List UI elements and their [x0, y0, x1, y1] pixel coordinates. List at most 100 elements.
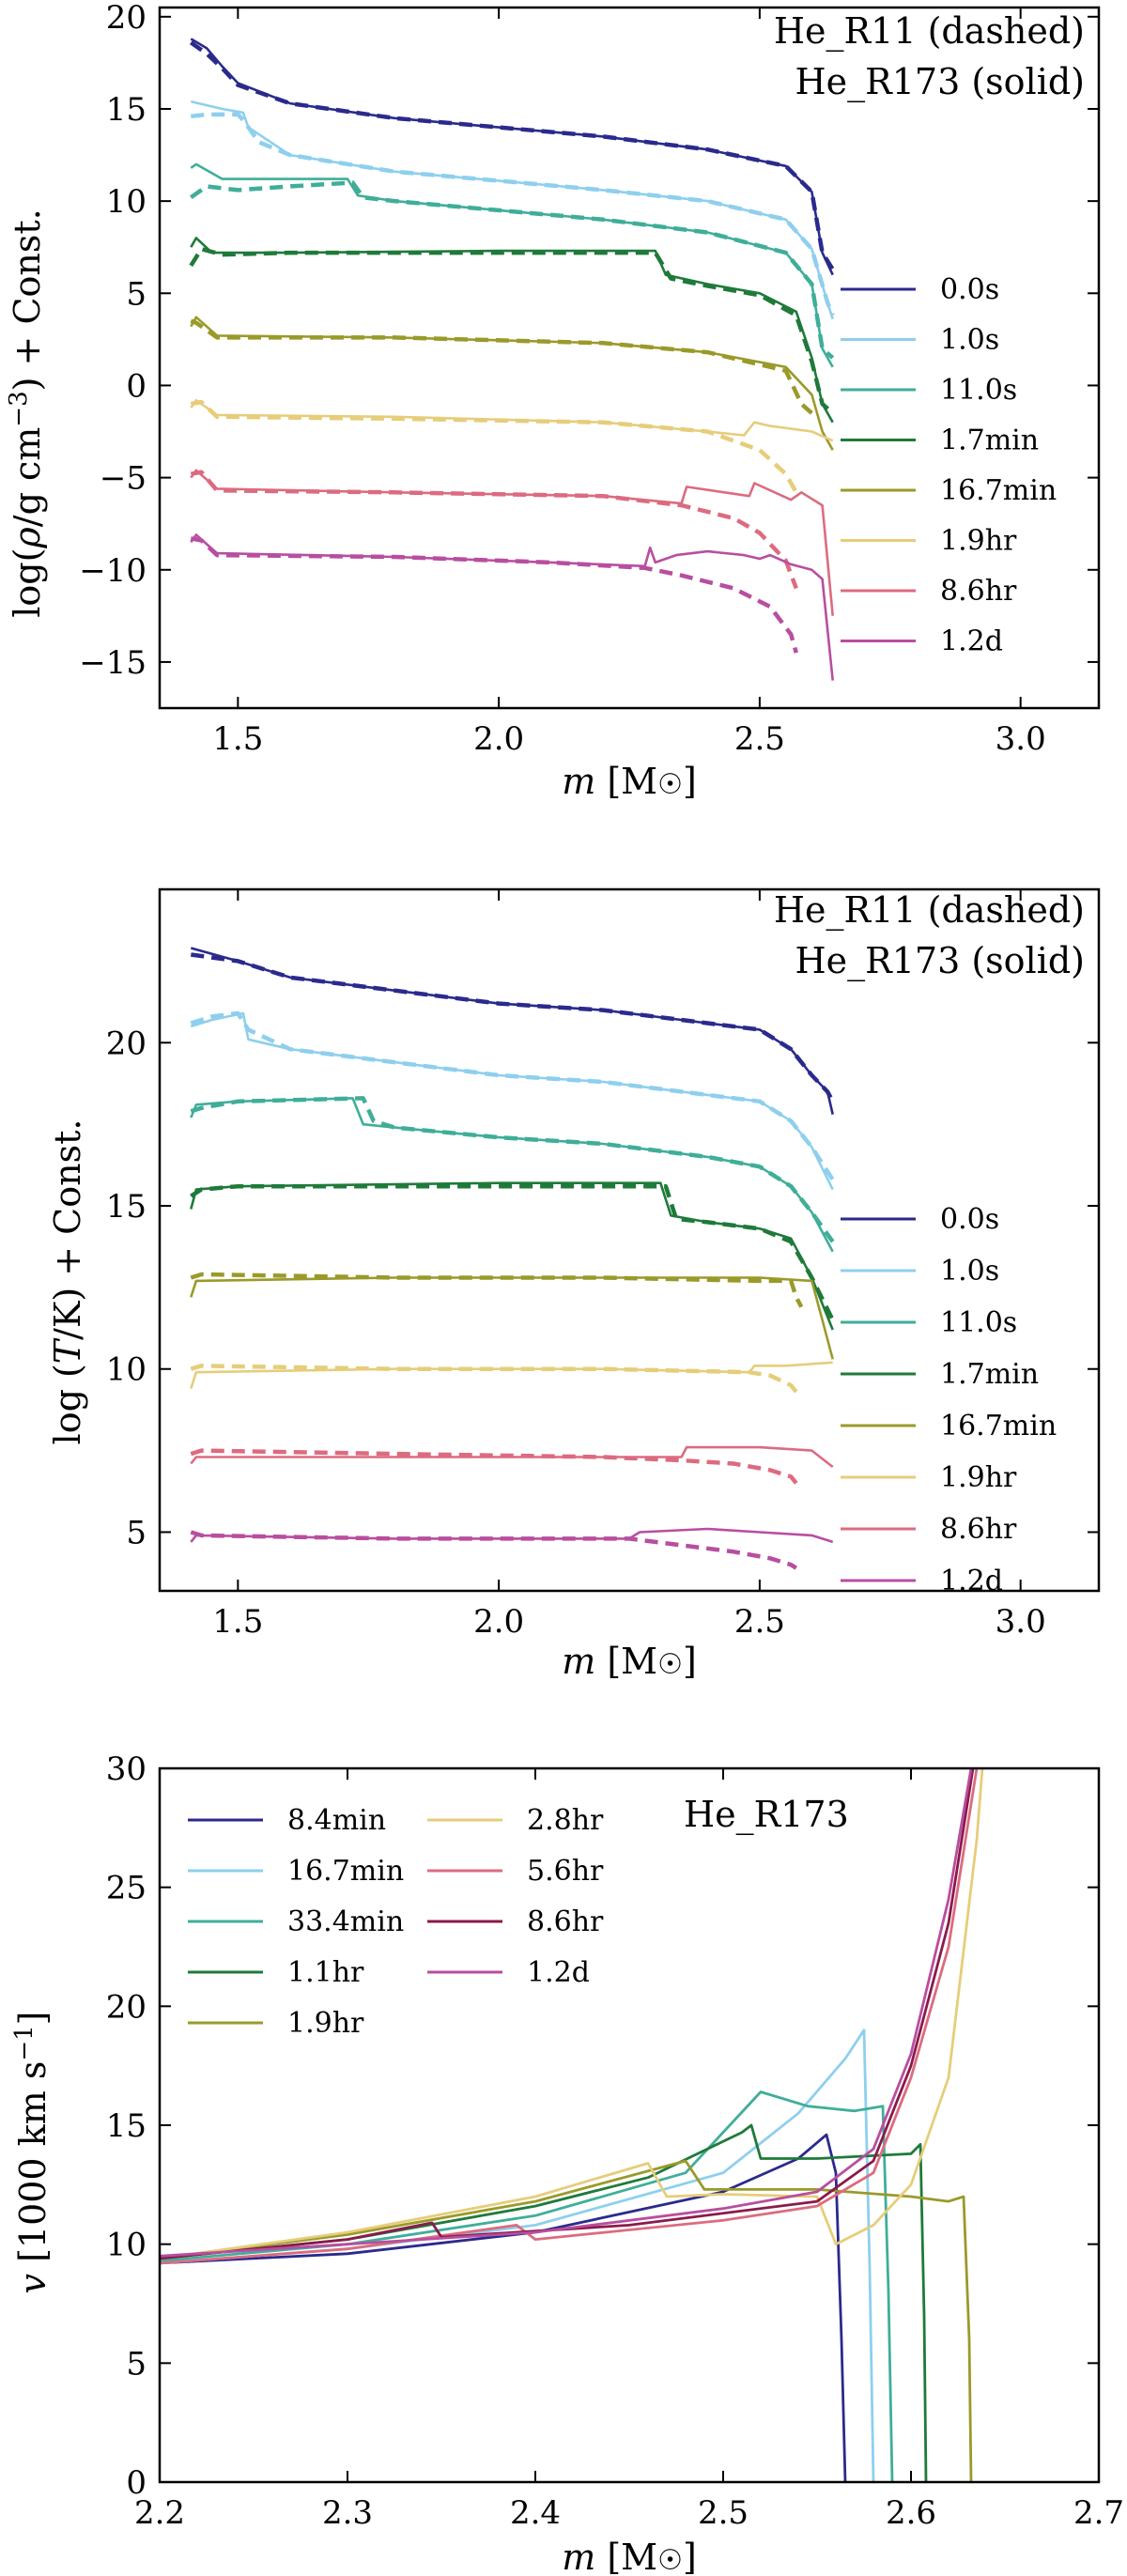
velocity-y-tick-label: 30	[106, 1751, 147, 1788]
density-series-1-2d-solid	[190, 533, 834, 681]
density-y-tick-label: 0	[126, 367, 147, 405]
velocity-series-5-6hr-solid	[160, 1768, 979, 2265]
velocity-series-33-4min-solid	[160, 2090, 894, 2482]
temperature-series-0-0s-solid	[190, 947, 834, 1115]
temperature-x-tick-label: 3.0	[996, 1603, 1046, 1641]
density-series-group	[189, 38, 835, 681]
temperature-legend: 0.0s 1.0s 11.0s 1.7min 16.7min 1.9hr 8.6hr 1.2d	[841, 1203, 1057, 1597]
velocity-legend-label-5-6hr: 5.6hr	[527, 1855, 604, 1888]
density-series-8-6hr-solid	[190, 469, 834, 616]
density-x-tick-label: 3.0	[996, 720, 1046, 758]
density-legend-label-11-0s: 11.0s	[940, 374, 1017, 407]
density-legend-label-1-7min: 1.7min	[940, 424, 1039, 457]
density-legend-label-16-7min: 16.7min	[940, 474, 1057, 507]
density-legend-label-8-6hr: 8.6hr	[940, 575, 1017, 608]
temperature-series-8-6hr-dashed	[190, 1448, 798, 1485]
velocity-x-tick-label: 2.6	[886, 2494, 936, 2532]
velocity-series-8-6hr-solid	[160, 1768, 975, 2260]
density-series-1-0s-solid	[191, 100, 834, 320]
density-x-tick-label: 2.5	[734, 720, 785, 758]
density-series-1-9hr-solid	[190, 398, 834, 442]
temperature-series-group	[190, 947, 835, 1570]
density-annotation-line-1: He_R11 (dashed)	[774, 10, 1085, 53]
density-x-tick-label: 2.0	[473, 720, 524, 758]
density-y-tick-label: −10	[79, 552, 147, 590]
velocity-legend-label-1-1hr: 1.1hr	[287, 1956, 364, 1989]
density-frame	[158, 6, 1101, 710]
velocity-legend-label-33-4min: 33.4min	[287, 1905, 404, 1938]
temperature-legend-label-1-2d: 1.2d	[940, 1565, 1003, 1597]
temperature-legend-label-16-7min: 16.7min	[940, 1410, 1057, 1442]
temperature-annotation-line-2: He_R173 (solid)	[795, 940, 1085, 982]
temperature-x-tick-label: 2.5	[734, 1603, 785, 1641]
temperature-y-tick-label: 5	[126, 1514, 147, 1551]
temperature-legend-label-0-0s: 0.0s	[940, 1203, 999, 1236]
temperature-series-1-2d-solid	[190, 1527, 834, 1544]
velocity-legend-label-2-8hr: 2.8hr	[527, 1804, 604, 1837]
density-series-16-7min-dashed	[190, 318, 813, 415]
velocity-legend-label-1-2d: 1.2d	[527, 1956, 590, 1989]
temperature-series-11-0s-dashed	[190, 1096, 835, 1243]
velocity-x-tick-label: 2.2	[134, 2494, 185, 2532]
temperature-series-1-0s-dashed	[190, 1010, 835, 1181]
temperature-series-16-7min-solid	[190, 1276, 834, 1360]
density-series-11-0s-solid	[190, 162, 834, 368]
velocity-plot-area: 2.2 2.3 2.4 2.5 2.6 2.7 0 5 10 15 20 25 30 8.4min 16.7…	[106, 1751, 1124, 2532]
temperature-y-tick-label: 15	[106, 1188, 147, 1226]
density-x-tick-label: 1.5	[212, 720, 263, 758]
density-legend-label-1-0s: 1.0s	[940, 324, 999, 357]
temperature-annotation-line-1: He_R11 (dashed)	[774, 889, 1085, 932]
temperature-series-1-0s-solid	[190, 1011, 834, 1191]
velocity-y-tick-label: 10	[106, 2227, 147, 2264]
temperature-chart-svg: 1.5 2.0 2.5 3.0 5 10 15 20 0.0s 1.0s 11.0s 1.7min 16…	[47, 887, 1101, 1682]
temperature-series-11-0s-solid	[190, 1097, 834, 1253]
velocity-x-tick-label: 2.7	[1073, 2494, 1124, 2532]
temperature-plot-area: 1.5 2.0 2.5 3.0 5 10 15 20 0.0s 1.0s 11.0s 1.7min 16…	[106, 887, 1101, 1641]
velocity-legend-label-1-9hr: 1.9hr	[287, 2007, 364, 2040]
density-legend-label-1-9hr: 1.9hr	[940, 525, 1017, 558]
velocity-y-axis-label: v [1000 km s−1]	[10, 2012, 54, 2294]
temperature-chart: 1.5 2.0 2.5 3.0 5 10 15 20 0.0s 1.0s 11.0s 1.7min 16…	[0, 864, 1127, 1709]
density-annotation-line-2: He_R173 (solid)	[795, 61, 1085, 103]
density-y-tick-label: 5	[126, 275, 147, 313]
density-legend-label-0-0s: 0.0s	[940, 273, 999, 306]
velocity-chart: 2.2 2.3 2.4 2.5 2.6 2.7 0 5 10 15 20 25 30 8.4min 16.7…	[0, 1728, 1127, 2576]
velocity-series-2-8hr-solid	[160, 1768, 984, 2260]
velocity-x-axis-label: m [M☉]	[562, 2537, 697, 2576]
velocity-series-1-9hr-solid	[160, 2159, 973, 2482]
density-plot-area: 1.5 2.0 2.5 3.0 −15 −10 −5 0 5 10 15 20 0.0s 1.0s 11.0…	[79, 0, 1101, 758]
velocity-legend: 8.4min 16.7min 33.4min 1.1hr 1.9hr 2.8hr 5.6hr…	[188, 1804, 604, 2040]
velocity-y-tick-label: 0	[126, 2464, 147, 2502]
velocity-legend-label-8-4min: 8.4min	[287, 1804, 386, 1837]
velocity-x-tick-label: 2.3	[322, 2494, 373, 2532]
temperature-x-tick-label: 2.0	[473, 1603, 524, 1641]
density-series-1-7min-dashed	[189, 246, 835, 415]
temperature-series-1-7min-solid	[190, 1181, 834, 1331]
density-y-tick-label: −5	[100, 460, 147, 498]
velocity-annotation: He_R173	[684, 1794, 849, 1836]
density-chart-svg: 1.5 2.0 2.5 3.0 −15 −10 −5 0 5 10 15 20 0.0s 1.0s 11.0…	[5, 0, 1101, 802]
density-y-axis-label: log(ρ/g cm−3) + Const.	[5, 208, 48, 618]
density-y-tick-label: 10	[106, 183, 147, 221]
temperature-frame	[158, 887, 1101, 1593]
temperature-legend-label-11-0s: 11.0s	[940, 1306, 1017, 1339]
velocity-x-tick-label: 2.5	[698, 2494, 749, 2532]
temperature-legend-label-1-9hr: 1.9hr	[940, 1461, 1017, 1494]
temperature-legend-label-1-7min: 1.7min	[940, 1358, 1039, 1391]
temperature-legend-label-1-0s: 1.0s	[940, 1255, 999, 1288]
density-series-1-7min-solid	[190, 237, 834, 424]
velocity-legend-label-16-7min: 16.7min	[287, 1855, 404, 1888]
velocity-chart-svg: 2.2 2.3 2.4 2.5 2.6 2.7 0 5 10 15 20 25 30 8.4min 16.7…	[10, 1751, 1124, 2576]
velocity-y-tick-label: 15	[106, 2107, 147, 2145]
temperature-series-16-7min-dashed	[190, 1272, 804, 1308]
density-series-1-0s-dashed	[191, 112, 835, 316]
velocity-series-group	[160, 1768, 984, 2482]
density-x-axis-label: m [M☉]	[562, 761, 697, 802]
density-legend-label-1-2d: 1.2d	[940, 625, 1003, 658]
velocity-series-1-1hr-solid	[160, 2123, 928, 2482]
density-y-tick-label: −15	[79, 644, 147, 682]
velocity-series-1-2d-solid	[160, 1768, 973, 2258]
velocity-series-8-4min-solid	[160, 2133, 847, 2482]
temperature-series-1-7min-dashed	[190, 1183, 835, 1321]
temperature-legend-label-8-6hr: 8.6hr	[940, 1513, 1017, 1546]
